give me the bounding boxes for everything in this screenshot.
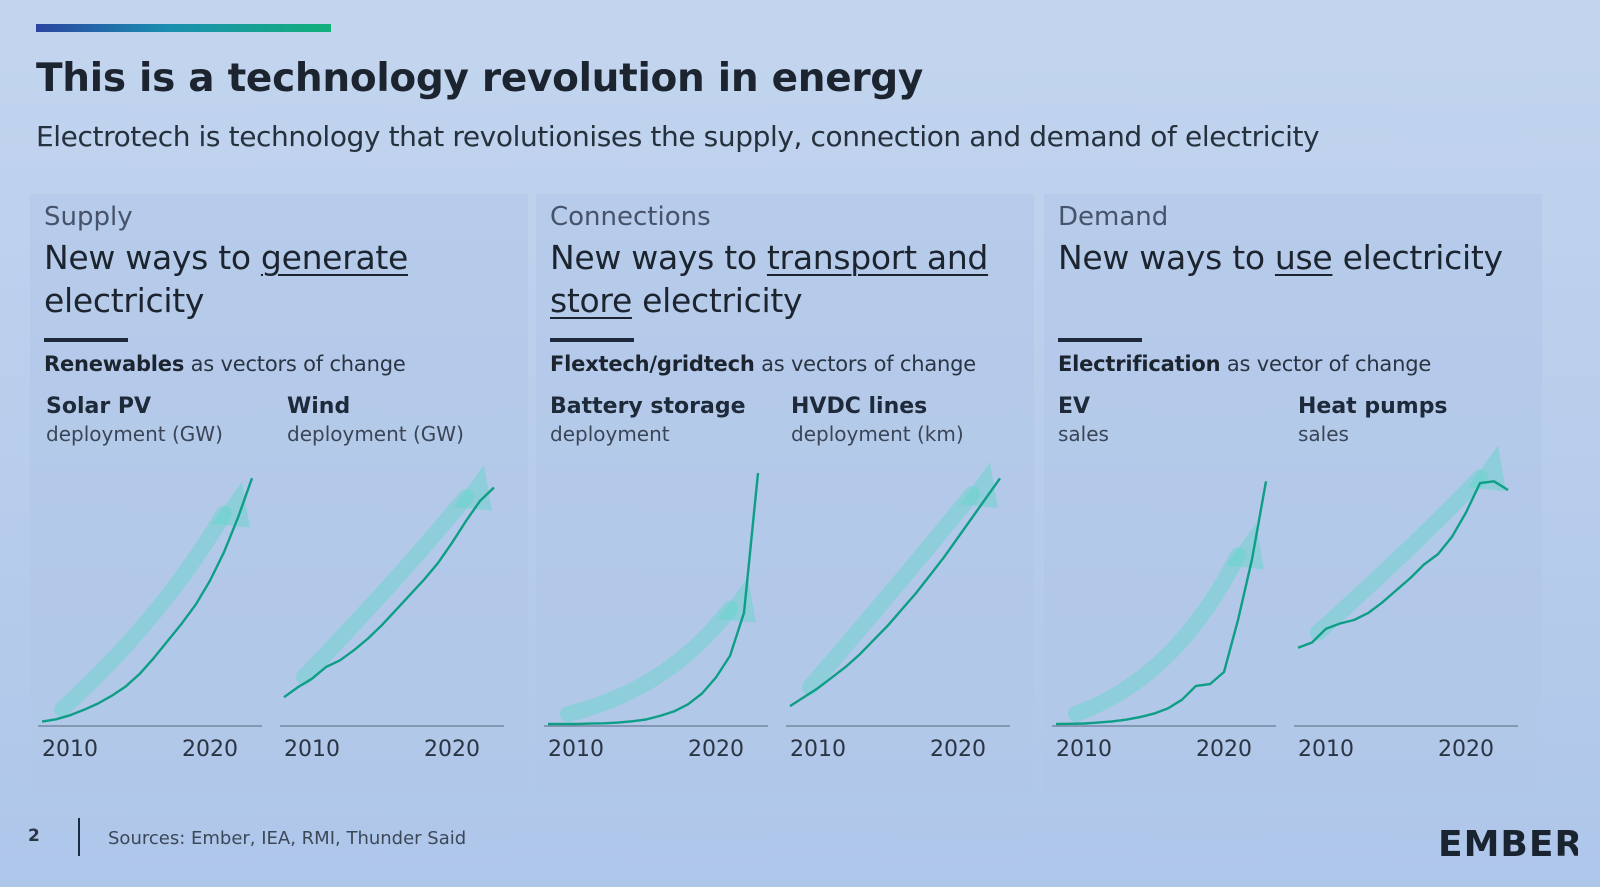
trend-arrow-shaft — [1068, 547, 1246, 722]
x-tick-label: 2020 — [688, 737, 744, 762]
series-line — [41, 477, 254, 723]
trend-arrow-head — [1468, 445, 1506, 492]
heading-text: New ways to — [44, 238, 261, 277]
heading-text: New ways to — [550, 238, 767, 277]
panel-rule — [550, 338, 634, 342]
chart-title-heat-pumps: Heat pumps — [1298, 394, 1448, 419]
panel-rule — [44, 338, 128, 342]
series-line — [789, 477, 1001, 708]
heading-underlined: transport and store — [550, 238, 989, 320]
panel-supply: Supply New ways to generate electricity … — [30, 194, 528, 794]
panel-rule — [1058, 338, 1142, 342]
panel-label: Supply — [44, 202, 133, 232]
chart-ylabel-hvdc-lines: deployment (km) — [791, 422, 964, 446]
trend-arrow-shaft — [560, 600, 738, 722]
caption-bold: Flextech/gridtech — [550, 352, 755, 376]
panel-label: Demand — [1058, 202, 1169, 232]
x-tick-label: 2020 — [424, 737, 480, 762]
panel-label: Connections — [550, 202, 711, 232]
panel-heading: New ways to use electricity — [1058, 236, 1528, 279]
chart-wind: 2010 2020 — [280, 464, 504, 762]
chart-ylabel-ev: sales — [1058, 422, 1109, 446]
chart-title-ev: EV — [1058, 394, 1091, 419]
page-number: 2 — [28, 826, 40, 846]
chart-battery-storage: 2010 2020 — [544, 472, 768, 762]
heading-text: electricity — [631, 281, 803, 320]
trend-arrow-head — [454, 464, 492, 511]
accent-bar — [36, 24, 331, 32]
trend-arrow-shaft — [54, 505, 232, 718]
series-line — [548, 472, 760, 726]
caption-bold: Renewables — [44, 352, 185, 376]
trend-arrow-head — [212, 481, 250, 528]
chart-ylabel-heat-pumps: sales — [1298, 422, 1349, 446]
heading-underlined: generate — [260, 238, 409, 277]
panel-demand: Demand New ways to use electricity Elect… — [1044, 194, 1542, 794]
footer-sources: Sources: Ember, IEA, RMI, Thunder Said — [108, 828, 467, 849]
chart-hvdc-lines: 2010 2020 — [786, 462, 1010, 762]
x-tick-label: 2010 — [548, 737, 604, 762]
x-tick-label: 2010 — [1056, 737, 1112, 762]
trend-arrow-head — [718, 576, 756, 623]
chart-heat-pumps: 2010 2020 — [1294, 445, 1518, 762]
trend-arrow-shaft — [802, 486, 980, 696]
trend-arrow-shaft — [1310, 469, 1488, 641]
heading-text: New ways to — [1058, 238, 1275, 277]
x-tick-label: 2020 — [1438, 737, 1494, 762]
heading-text: electricity — [1332, 238, 1503, 277]
chart-ev: 2010 2020 — [1052, 481, 1276, 762]
caption-text: as vectors of change — [184, 352, 406, 376]
panel-caption: Flextech/gridtech as vectors of change — [550, 352, 976, 376]
chart-ylabel-wind: deployment (GW) — [287, 422, 464, 446]
panel-caption: Electrification as vector of change — [1058, 352, 1431, 376]
x-tick-label: 2010 — [1298, 737, 1354, 762]
panel-heading: New ways to transport and store electric… — [550, 236, 1020, 322]
chart-solar-pv: 2010 2020 — [38, 477, 262, 762]
series-line — [283, 486, 495, 699]
panel-heading: New ways to generate electricity — [44, 236, 514, 322]
heading-underlined: use — [1274, 238, 1333, 277]
chart-title-solar-pv: Solar PV — [46, 394, 152, 419]
trend-arrow-head — [1226, 523, 1264, 570]
page-title: This is a technology revolution in energ… — [36, 56, 924, 101]
panel-caption: Renewables as vectors of change — [44, 352, 406, 376]
chart-title-battery-storage: Battery storage — [550, 394, 746, 419]
caption-text: as vector of change — [1220, 352, 1432, 376]
page-subtitle: Electrotech is technology that revolutio… — [36, 120, 1320, 153]
footer-divider — [78, 818, 80, 856]
chart-ylabel-battery-storage: deployment — [550, 422, 670, 446]
caption-bold: Electrification — [1058, 352, 1221, 376]
trend-arrow-head — [960, 462, 998, 509]
ember-logo: EMBER — [1438, 824, 1578, 864]
logo-wordmark: EMBER — [1438, 824, 1578, 864]
chart-ylabel-solar-pv: deployment (GW) — [46, 422, 223, 446]
x-tick-label: 2020 — [1196, 737, 1252, 762]
trend-arrow-shaft — [296, 488, 474, 686]
chart-title-wind: Wind — [287, 394, 351, 419]
caption-text: as vectors of change — [754, 352, 976, 376]
chart-title-hvdc-lines: HVDC lines — [791, 394, 928, 419]
x-tick-label: 2020 — [182, 737, 238, 762]
series-line — [1055, 481, 1268, 726]
heading-text: electricity — [44, 281, 205, 320]
x-tick-label: 2010 — [42, 737, 98, 762]
x-tick-label: 2010 — [284, 737, 340, 762]
series-line — [1297, 480, 1509, 649]
panel-connections: Connections New ways to transport and st… — [536, 194, 1034, 794]
x-tick-label: 2010 — [790, 737, 846, 762]
x-tick-label: 2020 — [930, 737, 986, 762]
